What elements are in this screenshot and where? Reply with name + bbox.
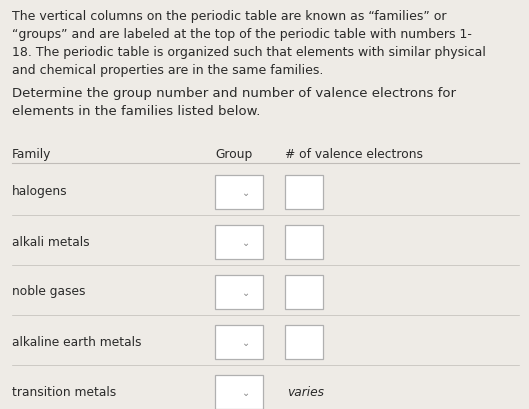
Bar [215, 175, 263, 209]
Text: noble gases: noble gases [12, 285, 86, 298]
Bar [285, 325, 323, 359]
Bar [215, 275, 263, 309]
Bar [285, 225, 323, 259]
Text: alkaline earth metals: alkaline earth metals [12, 335, 141, 348]
Text: transition metals: transition metals [12, 384, 116, 398]
Text: ⌄: ⌄ [242, 188, 250, 198]
Bar [285, 175, 323, 209]
Text: The vertical columns on the periodic table are known as “families” or
“groups” a: The vertical columns on the periodic tab… [12, 10, 486, 77]
Text: ⌄: ⌄ [242, 287, 250, 297]
Text: ⌄: ⌄ [242, 237, 250, 247]
Text: ⌄: ⌄ [242, 387, 250, 397]
Bar [215, 225, 263, 259]
Text: varies: varies [287, 384, 324, 398]
Bar [215, 375, 263, 409]
Bar [215, 325, 263, 359]
Text: alkali metals: alkali metals [12, 235, 89, 248]
Text: Family: Family [12, 148, 51, 161]
Text: ⌄: ⌄ [242, 337, 250, 347]
Text: halogens: halogens [12, 185, 68, 198]
Text: # of valence electrons: # of valence electrons [285, 148, 423, 161]
Bar [285, 275, 323, 309]
Text: Determine the group number and number of valence electrons for
elements in the f: Determine the group number and number of… [12, 87, 456, 118]
Text: Group: Group [215, 148, 252, 161]
